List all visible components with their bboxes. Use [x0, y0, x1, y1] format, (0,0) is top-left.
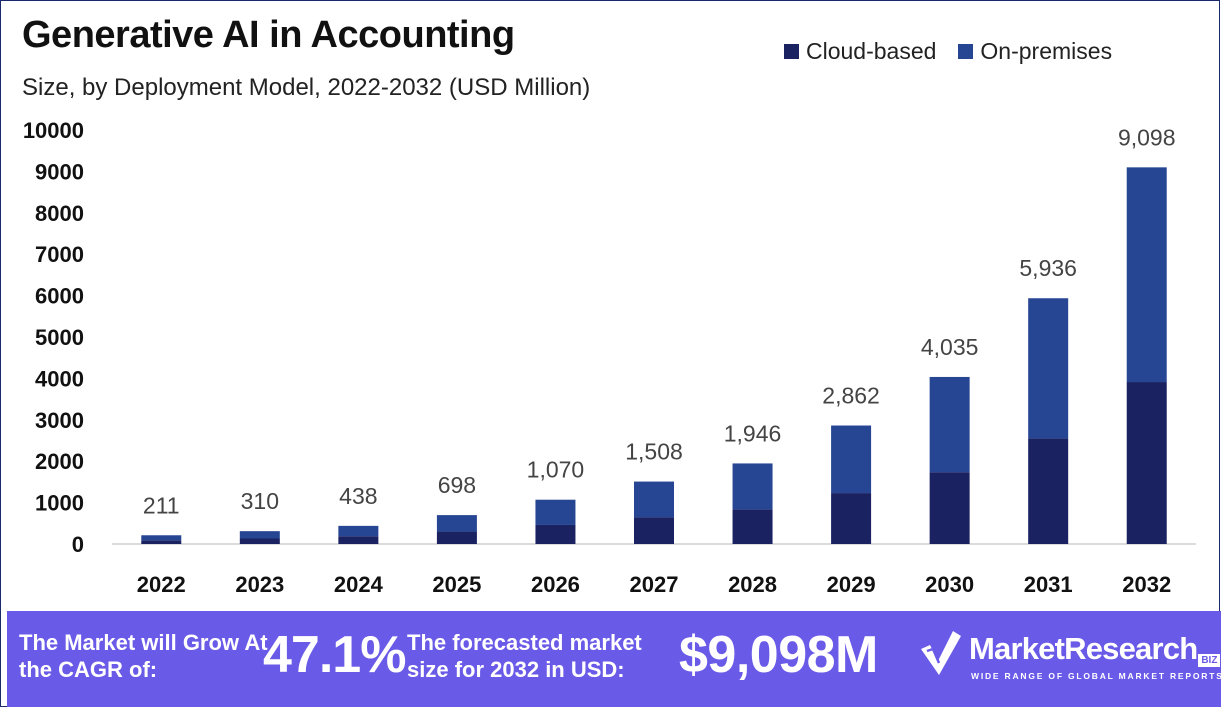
data-label-2032: 9,098: [1118, 124, 1176, 150]
legend-label-cloud-based: Cloud-based: [806, 38, 937, 64]
y-tick-label: 10000: [23, 118, 84, 143]
bar-cloud-based-2026: [535, 524, 576, 544]
bar-on-premises-2029: [831, 425, 872, 494]
bar-chart: 0 1000 2000 3000 4000 5000 6000 7000 8000 9000 100…: [23, 118, 1196, 597]
data-label-2028: 1,946: [724, 420, 782, 446]
data-label-2027: 1,508: [625, 439, 683, 465]
y-tick-label: 4000: [35, 366, 84, 391]
bar-on-premises-2024: [338, 525, 379, 537]
chart-subtitle: Size, by Deployment Model, 2022-2032 (US…: [22, 74, 591, 101]
bar-on-premises-2030: [929, 376, 970, 473]
cagr-label: The Market will Grow At the CAGR of:: [19, 630, 268, 682]
x-tick-label-2023: 2023: [235, 572, 284, 597]
legend-item-cloud-based: Cloud-based: [784, 38, 936, 65]
summary-banner: The Market will Grow At the CAGR of: 47.…: [7, 611, 1222, 707]
y-tick-label: 8000: [35, 201, 84, 226]
x-tick-label-2028: 2028: [728, 572, 777, 597]
y-tick-label: 1000: [35, 491, 84, 516]
bar-cloud-based-2029: [831, 493, 872, 544]
x-tick-label-2027: 2027: [630, 572, 679, 597]
bar-cloud-based-2024: [338, 536, 379, 544]
data-label-2023: 310: [241, 488, 279, 514]
bar-on-premises-2022: [141, 535, 182, 541]
data-label-2024: 438: [339, 483, 377, 509]
x-tick-label-2026: 2026: [531, 572, 580, 597]
market-size-value: $9,098M: [679, 626, 878, 684]
x-tick-label-2031: 2031: [1024, 572, 1073, 597]
logo-name-text: MarketResearch: [969, 631, 1198, 666]
bar-on-premises-2026: [535, 499, 576, 525]
y-tick-label: 9000: [35, 159, 84, 184]
data-label-2030: 4,035: [921, 334, 979, 360]
chart-title: Generative AI in Accounting: [22, 14, 515, 56]
data-label-2025: 698: [438, 472, 476, 498]
bar-cloud-based-2030: [929, 472, 970, 544]
legend-swatch-cloud-based: [784, 44, 799, 59]
legend: Cloud-based On-premises: [784, 38, 1134, 65]
cagr-value: 47.1%: [263, 626, 406, 684]
x-tick-label-2022: 2022: [137, 572, 186, 597]
y-tick-label: 6000: [35, 284, 84, 309]
marketresearch-logo: MarketResearch BIZ WIDE RANGE OF GLOBAL M…: [915, 627, 1222, 697]
bar-on-premises-2032: [1126, 167, 1167, 383]
bar-cloud-based-2022: [141, 540, 182, 544]
data-label-2022: 211: [143, 492, 180, 518]
bar-on-premises-2027: [634, 481, 674, 518]
legend-swatch-on-premises: [958, 44, 974, 59]
bar-cloud-based-2023: [239, 538, 280, 544]
data-label-2031: 5,936: [1019, 255, 1077, 281]
y-tick-label: 2000: [35, 449, 84, 474]
market-size-label: The forecasted market size for 2032 in U…: [407, 630, 642, 682]
logo-name: MarketResearch BIZ: [969, 631, 1221, 667]
x-tick-label-2025: 2025: [432, 572, 481, 597]
y-tick-label: 5000: [35, 325, 84, 350]
bar-on-premises-2031: [1028, 298, 1069, 439]
bar-on-premises-2025: [436, 515, 477, 532]
data-label-2029: 2,862: [822, 383, 880, 409]
x-tick-label-2029: 2029: [827, 572, 876, 597]
x-tick-label-2032: 2032: [1122, 572, 1171, 597]
logo-tagline: WIDE RANGE OF GLOBAL MARKET REPORTS: [971, 671, 1222, 681]
x-tick-label-2024: 2024: [334, 572, 384, 597]
bar-on-premises-2023: [239, 531, 280, 539]
logo-check-icon: [921, 631, 961, 675]
y-tick-label: 7000: [35, 242, 84, 267]
bar-cloud-based-2028: [732, 509, 773, 544]
y-tick-label: 3000: [35, 408, 84, 433]
bar-cloud-based-2031: [1028, 438, 1069, 544]
legend-label-on-premises: On-premises: [980, 38, 1113, 64]
bar-cloud-based-2025: [436, 531, 477, 544]
logo-badge: BIZ: [1198, 654, 1221, 667]
x-tick-label-2030: 2030: [925, 572, 974, 597]
legend-item-on-premises: On-premises: [958, 38, 1112, 65]
bar-cloud-based-2027: [634, 517, 674, 544]
y-tick-label: 0: [72, 532, 84, 557]
bar-cloud-based-2032: [1126, 382, 1167, 544]
data-label-2026: 1,070: [527, 457, 585, 483]
bar-on-premises-2028: [732, 463, 773, 510]
